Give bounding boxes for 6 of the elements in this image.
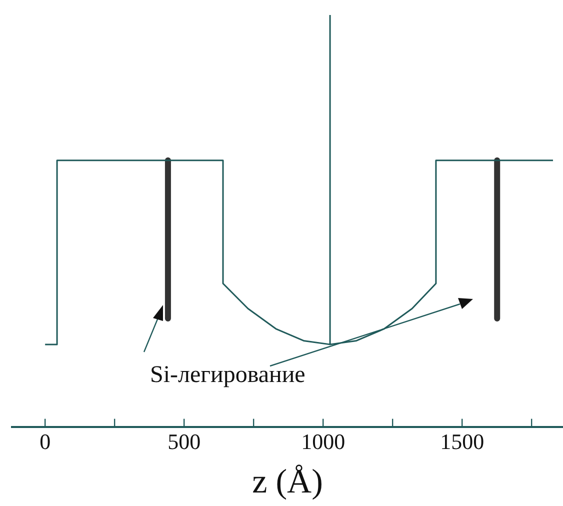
annotation: Si-легирование	[150, 362, 306, 389]
x-tick-label: 1500	[440, 428, 484, 454]
x-tick-label: 1000	[301, 428, 346, 454]
x-tick-label: 500	[168, 428, 201, 454]
x-tick-label: 0	[40, 428, 51, 454]
x-axis-title: z (Å)	[252, 464, 323, 501]
